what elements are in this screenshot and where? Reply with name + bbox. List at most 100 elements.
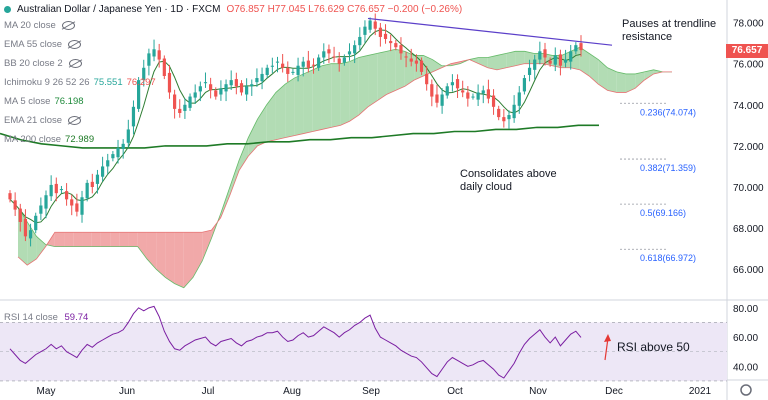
rsi-legend-label: RSI 14 close	[4, 312, 58, 323]
candle-body	[152, 49, 156, 57]
ichimoku-cloud-segment	[607, 67, 617, 93]
ichimoku-cloud-segment	[589, 53, 599, 85]
time-tick-label: Jul	[202, 386, 215, 397]
ichimoku-cloud-segment	[515, 51, 525, 66]
ichimoku-cloud-segment	[202, 230, 212, 261]
candle-body	[250, 84, 254, 87]
ichimoku-cloud-segment	[229, 160, 240, 196]
candle-body	[368, 20, 372, 30]
legend-label: MA 200 close	[4, 134, 62, 145]
candle-body	[317, 57, 321, 68]
candle-body	[162, 58, 166, 76]
candle-body	[28, 230, 33, 239]
candle-body	[183, 104, 187, 111]
ichimoku-cloud-segment	[36, 236, 46, 259]
candle-body	[234, 79, 238, 87]
settings-gear-icon[interactable]	[740, 384, 752, 396]
candle-body	[378, 27, 382, 37]
candle-body	[18, 208, 22, 222]
candle-body	[409, 58, 413, 62]
legend-row-4[interactable]: MA 5 close 76.198	[4, 96, 84, 107]
candle-body	[445, 86, 449, 96]
annotation-rsi-text: RSI above 50	[617, 340, 690, 354]
visibility-off-icon[interactable]	[68, 115, 82, 125]
ichimoku-cloud-segment	[331, 63, 341, 128]
rsi-arrow-head	[604, 334, 611, 342]
ichimoku-cloud-segment	[54, 232, 65, 247]
candle-body	[327, 49, 331, 54]
candle-body	[85, 182, 89, 199]
legend-row-5[interactable]: EMA 21 close	[4, 115, 82, 126]
ichimoku-cloud-segment	[100, 232, 111, 247]
legend-row-2[interactable]: BB 20 close 2	[4, 58, 82, 69]
trendline-resistance	[367, 17, 613, 46]
candle-body	[178, 108, 182, 113]
candle-body	[131, 106, 136, 127]
visibility-off-icon[interactable]	[68, 58, 82, 68]
time-tick-label: Nov	[529, 386, 547, 397]
annotation-rsi: RSI above 50	[617, 341, 690, 354]
candle-body	[476, 92, 480, 100]
candle-body	[502, 117, 506, 122]
candle-body	[75, 203, 79, 212]
candle-body	[116, 147, 120, 158]
ichimoku-cloud-segment	[248, 119, 258, 157]
candle-body	[527, 67, 532, 75]
ichimoku-cloud-segment	[349, 57, 359, 122]
price-tick-label: 74.000	[733, 101, 764, 112]
candle-body	[188, 96, 192, 108]
ichimoku-cloud-segment	[368, 53, 378, 107]
time-tick-label: Sep	[362, 386, 380, 397]
ichimoku-cloud-segment	[137, 232, 147, 259]
legend-row-0[interactable]: MA 20 close	[4, 20, 75, 31]
ichimoku-cloud-segment	[625, 73, 636, 93]
candle-body	[322, 51, 326, 58]
ichimoku-cloud-segment	[635, 71, 645, 89]
rsi-tick-label: 80.00	[733, 304, 758, 315]
candle-body	[471, 96, 475, 98]
candle-body	[414, 60, 418, 64]
candle-body	[49, 184, 53, 197]
price-tick-label: 78.000	[733, 19, 764, 30]
candle-body	[440, 94, 444, 106]
candle-body	[121, 143, 125, 149]
ichimoku-cloud-segment	[110, 232, 120, 247]
chart-header: Australian Dollar / Japanese Yen · 1D · …	[4, 4, 468, 15]
candle-body	[394, 43, 398, 48]
annotation-cloud: Consolidates above daily cloud	[460, 168, 557, 194]
fib-label: 0.382(71.359)	[640, 163, 696, 173]
visibility-off-icon[interactable]	[61, 20, 75, 30]
visibility-off-icon[interactable]	[68, 39, 82, 49]
candle-body	[193, 92, 197, 98]
ichimoku-cloud-segment	[395, 49, 405, 91]
time-tick-label: Dec	[605, 386, 623, 397]
candle-body	[265, 67, 269, 75]
legend-label: BB 20 close 2	[4, 58, 63, 69]
candle-body	[486, 89, 491, 99]
legend-label: EMA 21 close	[4, 115, 63, 126]
candle-body	[533, 59, 537, 70]
legend-row-6[interactable]: MA 200 close 72.989	[4, 134, 94, 145]
candle-body	[70, 199, 74, 206]
candle-body	[311, 64, 316, 66]
price-tick-label: 68.000	[733, 224, 764, 235]
ichimoku-cloud-segment	[257, 104, 267, 146]
candle-body	[23, 218, 28, 237]
legend-row-1[interactable]: EMA 55 close	[4, 39, 82, 50]
ichimoku-cloud-segment	[598, 59, 608, 91]
candle-body	[275, 61, 280, 63]
candle-body	[111, 154, 115, 159]
candle-body	[337, 58, 341, 64]
time-tick-label: Oct	[447, 386, 463, 397]
candle-body	[296, 65, 300, 75]
candle-body	[13, 200, 17, 210]
ichimoku-cloud-segment	[146, 232, 157, 270]
legend-row-3[interactable]: Ichimoku 9 26 52 26 75.551 76.297	[4, 77, 156, 88]
candle-body	[173, 94, 177, 109]
candle-body	[563, 59, 568, 63]
candle-body	[389, 41, 393, 44]
rsi-tick-label: 40.00	[733, 362, 758, 373]
ichimoku-cloud-segment	[193, 232, 203, 278]
candle-body	[214, 90, 218, 97]
